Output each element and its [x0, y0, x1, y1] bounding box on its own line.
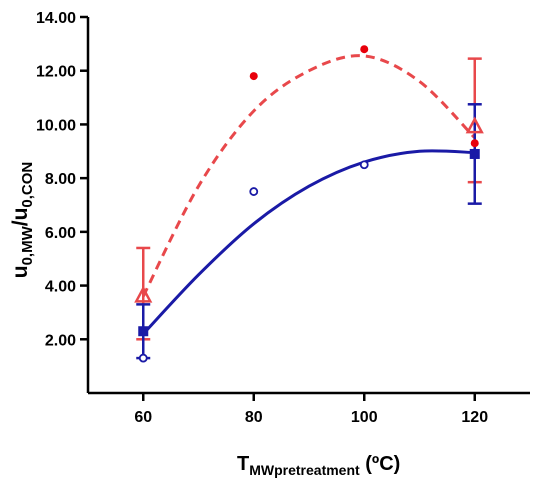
x-axis-title: TMWpretreatment (ºC)	[237, 453, 400, 478]
data-point-filled-square	[469, 148, 480, 159]
x-tick-label: 100	[351, 409, 378, 426]
y-tick-label: 4.00	[45, 279, 76, 296]
data-point-filled-square	[138, 326, 149, 337]
y-tick-label: 10.00	[36, 117, 76, 134]
data-point-filled-circle	[360, 45, 369, 54]
y-axis-title-sub2: 0,CON	[19, 162, 36, 208]
y-tick-label: 14.00	[36, 10, 76, 27]
x-tick-label: 80	[245, 409, 263, 426]
x-axis-title-sub: MWpretreatment	[249, 462, 360, 478]
data-point-open-circle	[359, 160, 369, 170]
y-tick-label: 6.00	[45, 225, 76, 242]
x-axis-title-unit: (ºC)	[360, 453, 401, 475]
y-axis-title-sub1: 0,MW	[19, 225, 36, 265]
fit-curve-dashed	[141, 54, 476, 297]
y-axis-title-mid: /u	[9, 208, 32, 227]
x-tick-label: 60	[134, 409, 152, 426]
y-axis-title-main: u	[9, 265, 32, 278]
data-point-open-triangle	[465, 116, 484, 134]
data-point-open-triangle	[134, 285, 153, 303]
x-tick-label: 120	[461, 409, 488, 426]
data-point-filled-circle	[249, 72, 258, 81]
data-point-open-circle	[138, 353, 148, 363]
data-point-open-circle	[249, 187, 259, 196]
y-tick-label: 12.00	[36, 64, 76, 81]
y-axis-title: u0,MW/u0,CON	[9, 162, 36, 279]
fit-curve-solid	[142, 149, 475, 335]
y-tick-label: 2.00	[45, 332, 76, 349]
data-point-filled-circle	[470, 139, 479, 148]
x-axis-title-main: T	[237, 453, 249, 475]
y-tick-label: 8.00	[45, 171, 76, 188]
